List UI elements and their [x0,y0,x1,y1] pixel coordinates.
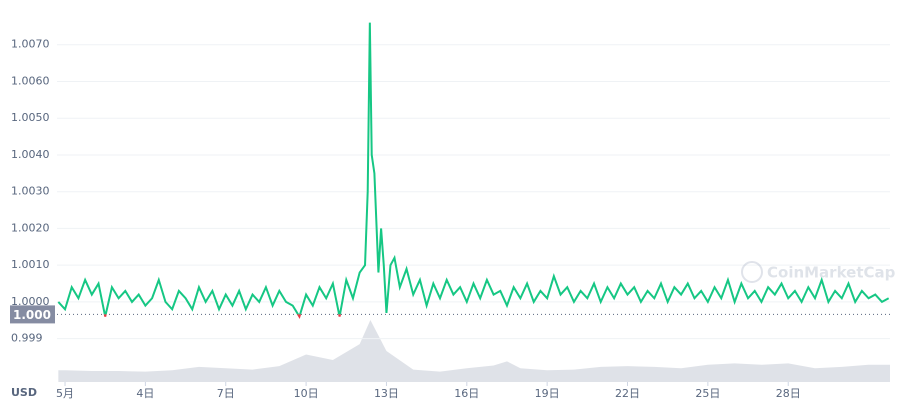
reference-badge [10,305,55,324]
y-tick-label: 0.999 [11,332,43,345]
x-tick-label: 16日 [454,387,479,400]
y-tick-label: 1.0020 [11,221,50,234]
x-tick-label: 4日 [136,387,154,400]
watermark-group: CoinMarketCap [741,261,896,283]
y-tick-label: 1.0010 [11,258,50,271]
price-line [57,22,890,315]
x-tick-label: 19日 [535,387,560,400]
reference-label: 1.000 [13,308,51,322]
watermark: CoinMarketCap [767,264,896,282]
y-tick-label: 1.0070 [11,38,50,51]
volume-area [58,320,890,382]
x-tick-label: 13日 [374,387,399,400]
y-tick-label: 1.0050 [11,111,50,124]
watermark-logo [741,261,763,283]
y-tick-label: 1.0060 [11,74,50,87]
y-tick-label: 1.0040 [11,148,50,161]
x-tick-label: 25日 [695,387,720,400]
x-tick-label: 22日 [615,387,640,400]
y-tick-label: 1.0030 [11,185,50,198]
y-tick-label: 1.0000 [11,295,50,308]
price-line-down [103,314,341,320]
x-tick-label: 10日 [294,387,319,400]
x-tick-label: 5月 [56,387,74,400]
x-tick-label: 28日 [776,387,801,400]
currency-label: USD [11,386,37,399]
x-tick-label: 7日 [217,387,235,400]
